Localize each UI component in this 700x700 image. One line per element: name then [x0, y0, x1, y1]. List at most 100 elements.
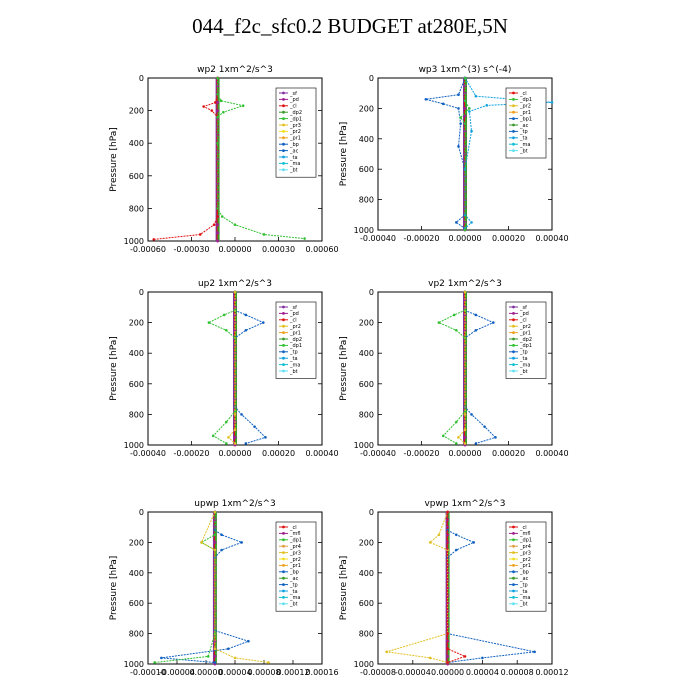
series-point [303, 237, 306, 240]
legend-marker [282, 305, 285, 309]
series-point [455, 420, 458, 424]
profile-marker [233, 328, 237, 332]
page-title: 044_f2c_sfc0.2 BUDGET at280E,5N [192, 14, 508, 38]
series-point [463, 410, 467, 413]
legend-label: _dp2 [519, 337, 532, 343]
series-point [233, 290, 237, 294]
x-tick-label: 0.00040 [535, 449, 568, 458]
series-point [468, 107, 471, 110]
series-point [200, 541, 203, 544]
series-point [474, 94, 478, 98]
series-point [441, 102, 445, 106]
legend-label: _sf [289, 305, 297, 311]
profile-marker [463, 328, 467, 332]
legend-marker [512, 110, 515, 114]
profile-marker [463, 114, 467, 118]
legend-marker [512, 331, 515, 334]
y-tick-label: 0 [369, 288, 374, 297]
series-point [446, 661, 449, 664]
legend-marker [282, 596, 285, 599]
series-point [463, 442, 467, 445]
legend-marker [512, 589, 515, 593]
panel-3: up2 1xm^2/s^3 0 200 400 600 800 1000 Pressure [… [109, 279, 339, 458]
y-tick-label: 0 [369, 508, 374, 517]
series-point [455, 442, 458, 445]
legend-label: _cl [289, 104, 297, 110]
legend-label: _tp [519, 582, 528, 588]
y-tick-label: 0 [139, 288, 144, 297]
legend-marker [282, 91, 285, 95]
legend-marker [282, 602, 285, 606]
panel-1: wp2 1xm^2/s^3 0 200 400 600 800 1000 Pressure [… [109, 65, 339, 254]
legend-marker [282, 544, 285, 548]
profile-marker [463, 106, 467, 110]
profile-marker [233, 435, 237, 439]
series-point [210, 109, 214, 112]
legend-label: _pd [289, 97, 299, 103]
series-point [457, 145, 460, 148]
series-point [213, 661, 217, 664]
x-tick-label: 0.00060 [305, 245, 338, 254]
legend-label: _ta [519, 589, 528, 595]
series-point [220, 533, 223, 537]
legend-marker [282, 123, 285, 127]
x-tick-label: 0.00000 [431, 668, 464, 677]
series-point [233, 413, 237, 416]
series-point [483, 425, 486, 428]
y-tick-label: 600 [359, 380, 374, 389]
y-tick-label: 1000 [354, 441, 374, 450]
legend-marker [512, 583, 515, 586]
legend-label: _sf [289, 91, 297, 97]
series-point [485, 104, 489, 107]
x-tick-label: 0.00004 [466, 668, 499, 677]
series-point [160, 656, 163, 660]
legend-marker [512, 117, 515, 120]
series-point [437, 533, 441, 537]
legend-marker [512, 91, 515, 95]
legend-label: _bt [519, 369, 528, 375]
y-axis-label: Pressure [hPa] [339, 122, 349, 187]
legend-label: _dp2 [289, 110, 302, 116]
legend-marker [512, 363, 515, 366]
series-point [213, 548, 217, 552]
panel-6: vpwp 1xm^2/s^3 0 200 400 600 800 1000 Pressure … [339, 499, 569, 677]
legend-label: _dp1 [519, 343, 532, 349]
legend-label: _ma [519, 362, 530, 368]
series-point [219, 99, 223, 103]
legend-marker [282, 589, 285, 593]
y-tick-label: 1000 [124, 441, 144, 450]
series-point [233, 428, 237, 432]
legend-marker [282, 350, 285, 354]
x-tick-label: -0.00020 [404, 449, 440, 458]
series-point [216, 207, 219, 210]
x-tick-label: 0.00020 [492, 449, 525, 458]
legend-label: _ma [519, 142, 530, 148]
y-tick-label: 1000 [124, 660, 144, 669]
y-tick-label: 0 [139, 74, 144, 83]
series-point [216, 76, 219, 80]
legend-marker [282, 344, 285, 347]
legend-label: _bp [519, 570, 529, 576]
legend-label: _ma [289, 362, 300, 368]
y-tick-label: 200 [359, 104, 374, 113]
series-line [425, 77, 466, 229]
profile-marker [213, 540, 217, 544]
legend-label: _ta [519, 356, 528, 362]
series-point [240, 541, 243, 544]
legend-marker [512, 369, 515, 373]
x-tick-label: -0.00020 [174, 449, 210, 458]
legend-label: _pr1 [519, 563, 531, 569]
y-tick-label: 1000 [354, 660, 374, 669]
legend-marker [282, 168, 285, 172]
legend-label: _cl [289, 318, 297, 324]
legend-marker [282, 583, 285, 586]
series-line [227, 292, 236, 444]
legend-label: _pr3 [519, 550, 531, 556]
legend-marker [282, 98, 285, 101]
x-tick-label: 0.00016 [305, 668, 338, 677]
legend-label: _cl [519, 525, 527, 531]
y-axis-label: Pressure [hPa] [339, 556, 349, 621]
y-axis-label: Pressure [hPa] [109, 336, 119, 401]
legend-label: _pr1 [289, 563, 301, 569]
